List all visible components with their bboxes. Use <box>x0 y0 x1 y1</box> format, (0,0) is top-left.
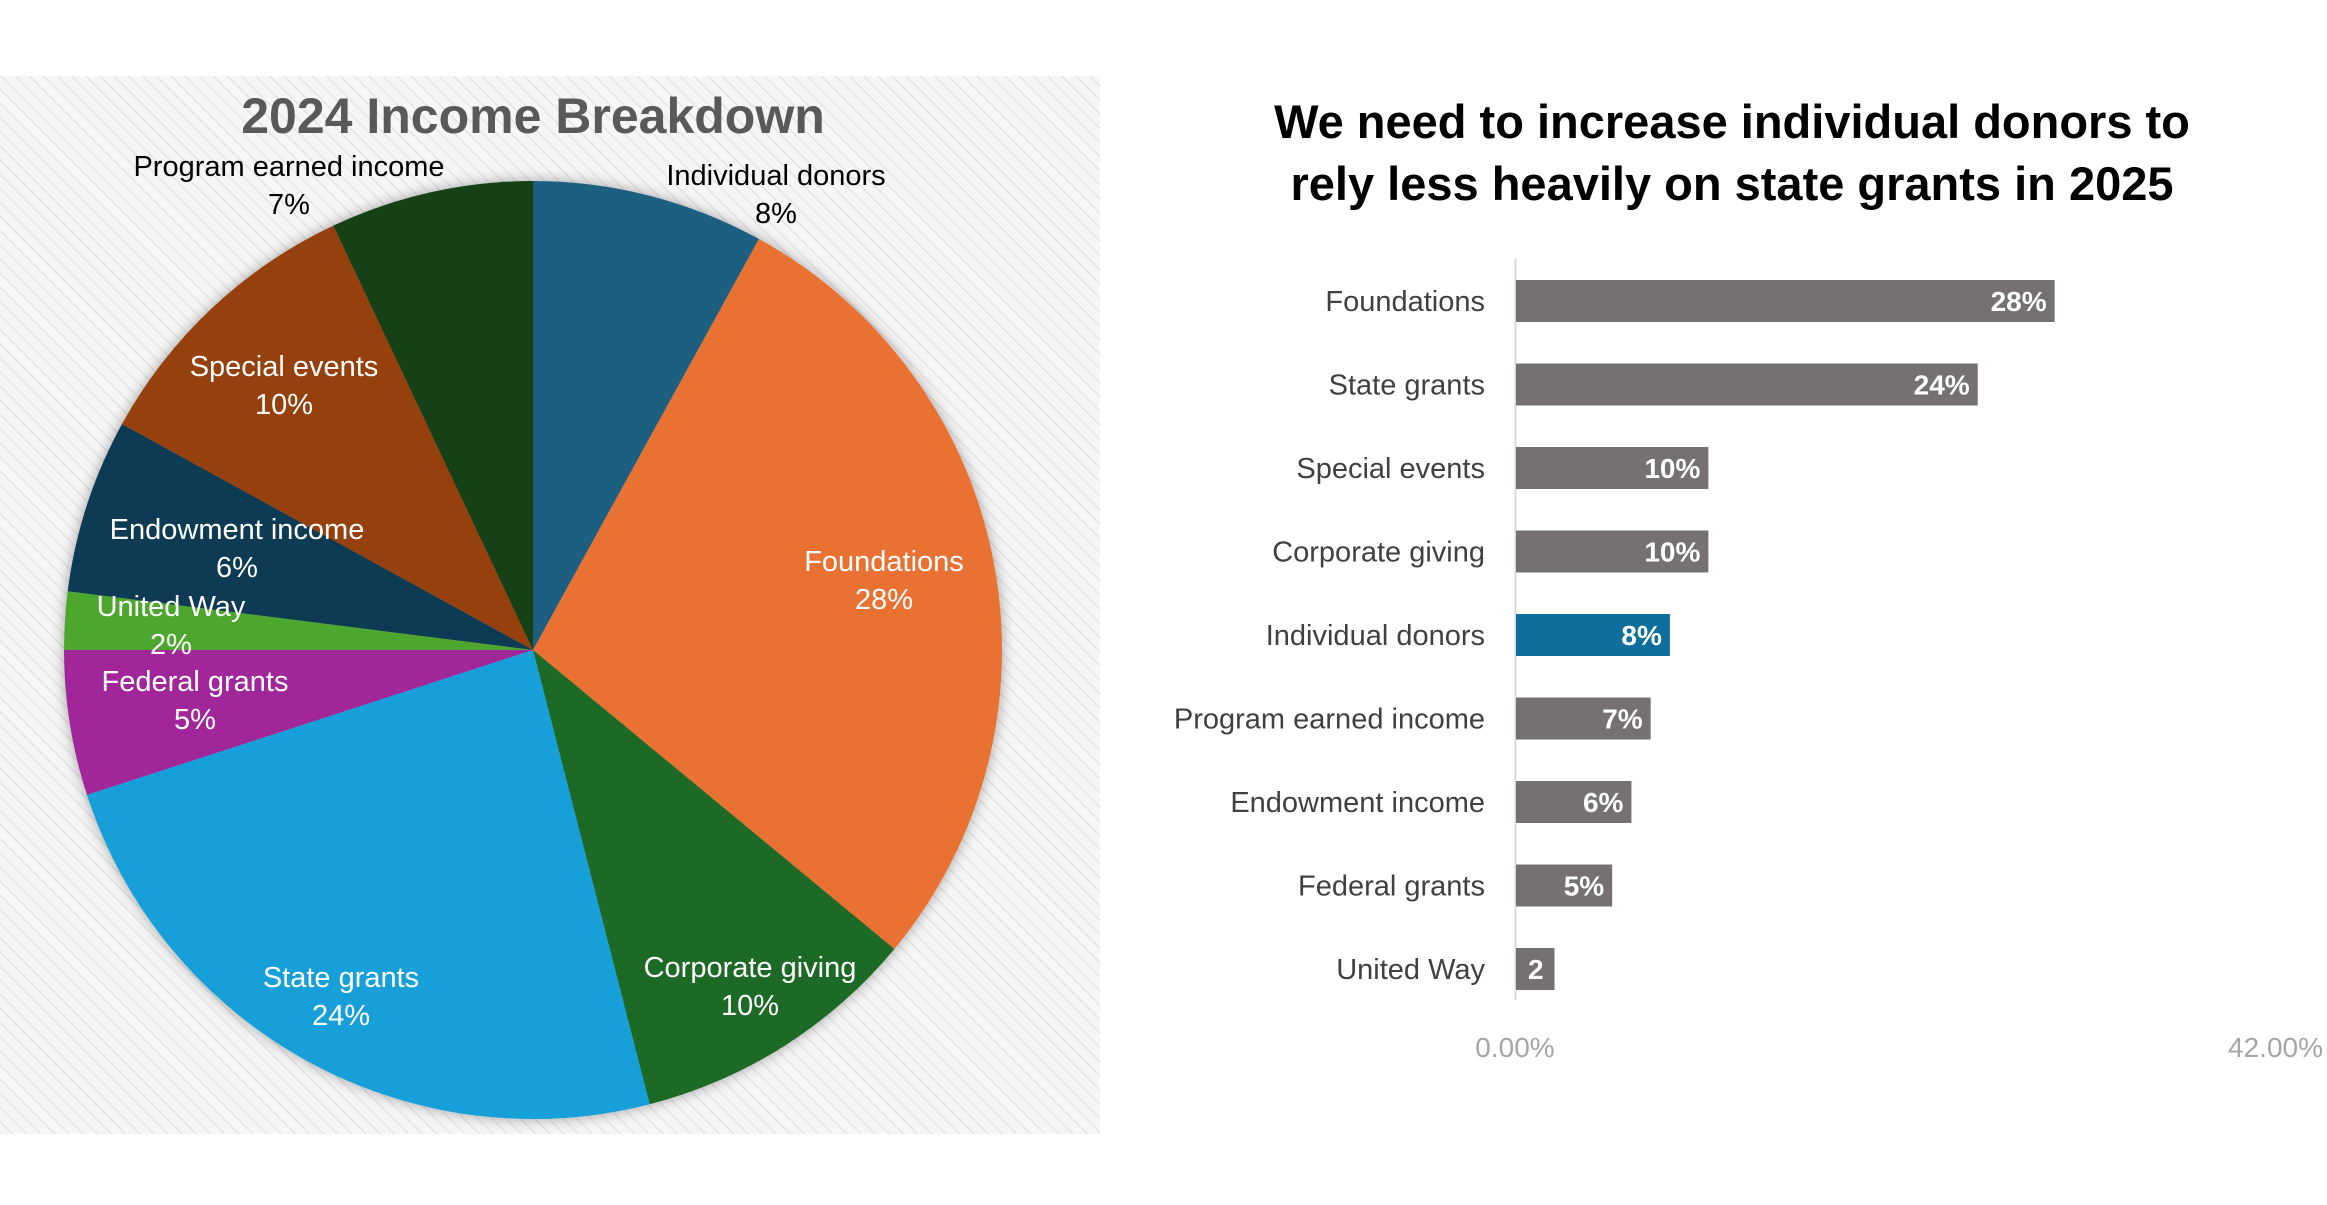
bar-united-way <box>1516 948 1555 990</box>
bar-chart-title-line-1: We need to increase individual donors to <box>1274 95 2190 148</box>
pie-value-individual-donors: 8% <box>755 198 797 230</box>
pie-label-individual-donors: Individual donors <box>666 160 885 192</box>
pie-value-federal-grants: 5% <box>174 704 216 736</box>
bar-corporate-giving <box>1516 530 1709 573</box>
pie-label-federal-grants: Federal grants <box>102 666 289 698</box>
pie-slice-united-way <box>64 591 533 650</box>
bar-value-label-program-earned-income: 7% <box>1602 704 1643 735</box>
bar-value-label-special-events: 10% <box>1644 453 1700 484</box>
bar-category-label-federal-grants: Federal grants <box>1298 871 1485 903</box>
bar-program-earned-income <box>1516 697 1651 740</box>
pie-value-special-events: 10% <box>255 389 313 421</box>
pie-value-corporate-giving: 10% <box>721 990 779 1022</box>
bar-foundations <box>1516 280 2055 322</box>
bar-value-label-endowment-income: 6% <box>1583 787 1624 818</box>
pie-slice-individual-donors <box>533 181 759 650</box>
bar-chart-panel: We need to increase individual donors to… <box>1100 0 2327 1200</box>
bar-chart: We need to increase individual donors to… <box>1174 95 2323 1063</box>
x-axis-min-label: 0.00% <box>1475 1032 1554 1063</box>
bar-value-label-foundations: 28% <box>1991 286 2047 317</box>
bar-value-label-united-way: 2 <box>1528 954 1544 985</box>
pie-label-program-earned-income: Program earned income <box>133 151 444 183</box>
bar-category-label-united-way: United Way <box>1336 954 1485 986</box>
bar-category-label-foundations: Foundations <box>1325 286 1485 318</box>
pie-slice-special-events <box>122 225 533 650</box>
pie-chart: 2024 Income Breakdown Individual donors 8… <box>0 76 1100 1134</box>
bar-value-label-corporate-giving: 10% <box>1644 537 1700 568</box>
bar-rows: Foundations 28%State grants 24%Special eve… <box>1174 280 2055 990</box>
bar-individual-donors <box>1516 614 1670 656</box>
pie-chart-title: 2024 Income Breakdown <box>241 88 825 144</box>
bar-category-label-endowment-income: Endowment income <box>1230 787 1485 819</box>
pie-value-endowment-income: 6% <box>216 552 258 584</box>
pie-value-united-way: 2% <box>150 629 192 661</box>
pie-label-endowment-income: Endowment income <box>110 514 365 546</box>
pie-slice-program-earned-income <box>333 181 533 650</box>
pie-label-special-events: Special events <box>190 351 379 383</box>
pie-label-foundations: Foundations <box>804 546 964 578</box>
pie-slice-federal-grants <box>64 650 533 795</box>
bar-chart-title-line-2: rely less heavily on state grants in 202… <box>1291 157 2174 210</box>
pie-slice-endowment-income <box>67 424 533 650</box>
pie-slices <box>64 181 1002 1120</box>
bar-category-label-corporate-giving: Corporate giving <box>1272 537 1485 569</box>
pie-value-program-earned-income: 7% <box>268 189 310 221</box>
pie-value-foundations: 28% <box>855 584 913 616</box>
bar-state-grants <box>1516 363 1978 406</box>
bar-value-label-federal-grants: 5% <box>1564 871 1605 902</box>
pie-slice-state-grants <box>86 650 650 1120</box>
bar-special-events <box>1516 447 1709 489</box>
bar-endowment-income <box>1516 781 1632 823</box>
bar-federal-grants <box>1516 864 1613 907</box>
bar-category-label-program-earned-income: Program earned income <box>1174 704 1485 736</box>
pie-label-corporate-giving: Corporate giving <box>644 952 857 984</box>
pie-label-united-way: United Way <box>97 591 246 623</box>
pie-slice-corporate-giving <box>533 650 895 1105</box>
bar-value-label-state-grants: 24% <box>1914 370 1970 401</box>
bar-value-label-individual-donors: 8% <box>1621 620 1662 651</box>
pie-slice-foundations <box>533 239 1002 949</box>
pie-chart-panel: 2024 Income Breakdown Individual donors 8… <box>0 76 1100 1134</box>
bar-category-label-state-grants: State grants <box>1329 370 1485 402</box>
bar-category-label-special-events: Special events <box>1296 453 1485 485</box>
bar-category-label-individual-donors: Individual donors <box>1266 620 1485 652</box>
x-axis-max-label: 42.00% <box>2228 1032 2323 1063</box>
pie-value-state-grants: 24% <box>312 1000 370 1032</box>
pie-labels: Individual donors 8% Foundations 28% Corpora… <box>97 151 964 1032</box>
pie-label-state-grants: State grants <box>263 962 419 994</box>
